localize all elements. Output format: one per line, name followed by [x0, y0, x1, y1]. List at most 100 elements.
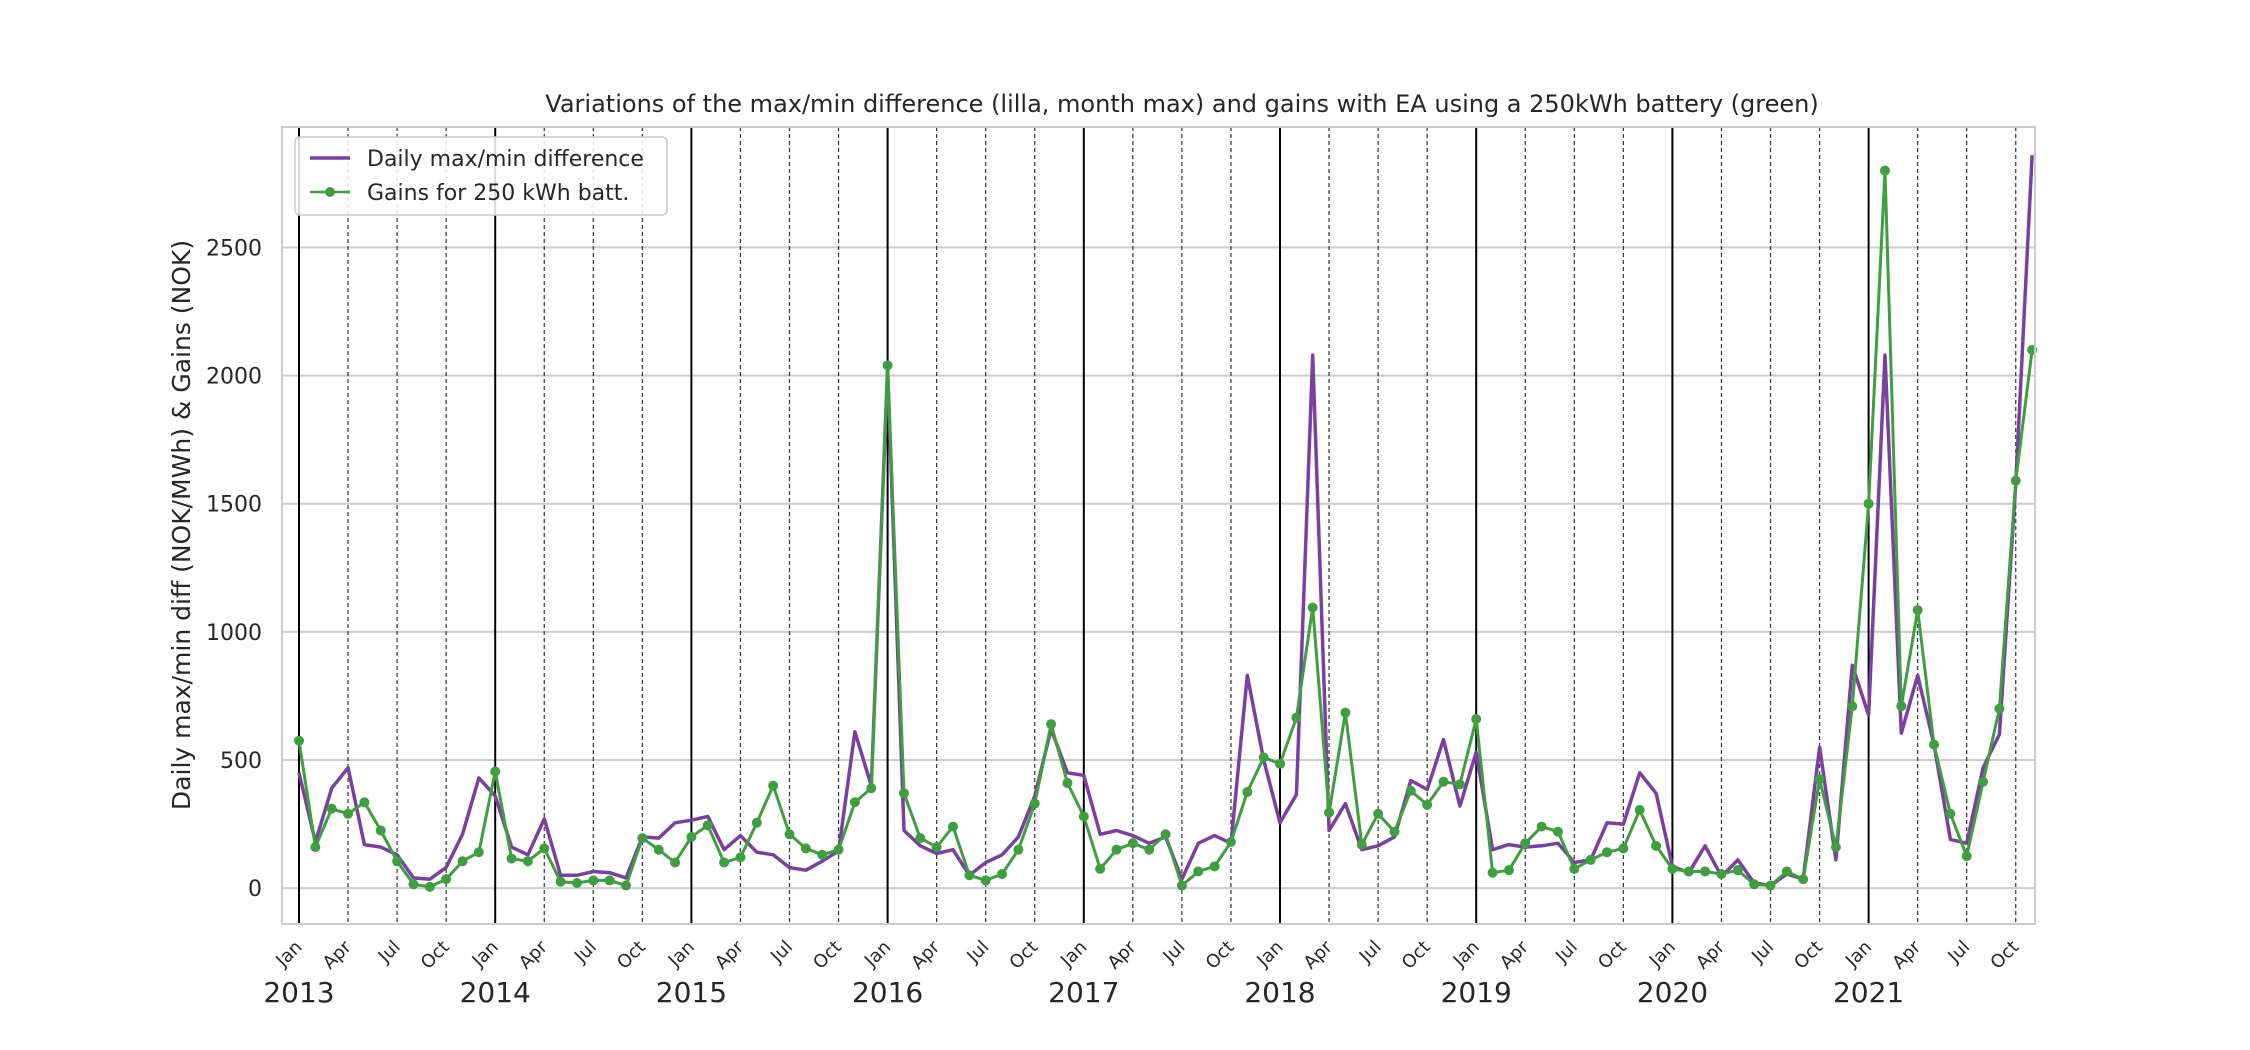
gains-point	[735, 852, 746, 863]
gains-point	[343, 808, 354, 819]
gains-point	[1552, 826, 1563, 837]
gains-point	[833, 844, 844, 855]
gains-point	[1912, 605, 1923, 616]
gains-point	[1454, 779, 1465, 790]
legend-marker-gains	[325, 187, 335, 197]
gains-point	[1798, 874, 1809, 885]
x-tick-month-label: Oct	[1790, 937, 1827, 974]
plot-frame	[281, 126, 2036, 925]
x-tick-month-label: Apr	[711, 936, 748, 973]
gains-point	[1062, 778, 1073, 789]
gains-point	[1356, 839, 1367, 850]
x-tick-month-label: Jan	[1252, 937, 1287, 972]
gains-point	[1307, 602, 1318, 613]
gains-point	[1651, 840, 1662, 851]
gains-point	[1046, 719, 1057, 730]
gains-point	[980, 875, 991, 886]
gains-point	[555, 876, 566, 887]
gains-point	[539, 843, 550, 854]
gains-point	[817, 849, 828, 860]
x-tick-month-label: Jul	[1159, 937, 1190, 968]
gains-point	[1487, 867, 1498, 878]
x-tick-month-label: Jan	[468, 937, 503, 972]
legend-label-gains: Gains for 250 kWh batt.	[367, 181, 629, 206]
gains-point	[784, 829, 795, 840]
x-tick-month-label: Jan	[1449, 937, 1484, 972]
gains-point	[1847, 701, 1858, 712]
gains-point	[931, 842, 942, 853]
gains-point	[424, 881, 435, 892]
gains-point	[1732, 865, 1743, 876]
gains-point	[621, 880, 631, 891]
gains-point	[1275, 758, 1285, 769]
gains-point	[1029, 798, 1040, 809]
y-tick-label: 1500	[206, 493, 262, 518]
y-tick-label: 2500	[206, 236, 262, 261]
x-tick-year-label: 2021	[1833, 976, 1904, 1009]
gains-point	[1634, 804, 1645, 815]
x-tick-month-label: Oct	[1202, 937, 1239, 974]
x-tick-month-label: Apr	[319, 936, 356, 973]
x-tick-month-label: Jul	[1943, 937, 1974, 968]
gains-point	[1536, 821, 1547, 832]
gains-point	[522, 856, 533, 867]
x-tick-month-label: Apr	[1692, 936, 1729, 973]
grid-lines	[282, 246, 2035, 890]
gains-point	[1716, 869, 1727, 880]
x-tick-month-label: Apr	[1104, 936, 1141, 973]
x-tick-month-label: Jul	[962, 937, 993, 968]
gains-point	[2010, 475, 2021, 486]
gains-point	[1585, 854, 1596, 865]
x-tick-month-label: Apr	[1300, 936, 1337, 973]
x-tick-year-label: 2020	[1637, 976, 1708, 1009]
gains-point	[1242, 787, 1253, 798]
chart-title: Variations of the max/min difference (li…	[545, 90, 1818, 118]
gains-point	[473, 847, 484, 858]
x-tick-year-label: 2013	[263, 976, 334, 1009]
x-tick-month-label: Apr	[515, 936, 552, 973]
x-tick-month-label: Jul	[570, 937, 601, 968]
gains-point	[898, 788, 909, 799]
x-tick-month-label: Jan	[664, 937, 699, 972]
x-tick-year-label: 2017	[1048, 976, 1119, 1009]
gains-point	[1830, 842, 1841, 853]
series-lines	[294, 155, 2038, 892]
x-tick-month-label: Jul	[374, 937, 405, 968]
gains-point	[1994, 703, 2005, 714]
gains-point	[1961, 851, 1972, 862]
x-tick-month-label: Oct	[1986, 937, 2023, 974]
series-line-gains	[297, 169, 2034, 889]
gains-point	[1258, 752, 1269, 763]
x-tick-month-label: Jan	[860, 937, 895, 972]
gains-point	[1209, 861, 1220, 872]
gains-point	[1945, 808, 1956, 819]
gains-point	[1749, 879, 1760, 890]
gains-point	[1438, 776, 1449, 787]
y-axis-label: Daily max/min diff (NOK/MWh) & Gains (NO…	[167, 240, 196, 810]
x-tick-year-label: 2014	[460, 976, 531, 1009]
gains-point	[457, 856, 468, 867]
gains-point	[506, 853, 517, 864]
gains-point	[866, 783, 877, 794]
gains-point	[1879, 165, 1890, 176]
gains-point	[571, 877, 582, 888]
gains-point	[1160, 829, 1171, 840]
x-tick-month-label: Jul	[1355, 937, 1386, 968]
x-tick-year-label: 2016	[852, 976, 923, 1009]
x-tick-month-label: Oct	[1594, 937, 1631, 974]
gains-point	[1095, 863, 1106, 874]
x-tick-month-label: Jul	[1747, 937, 1778, 968]
gains-point	[1765, 880, 1776, 891]
gains-point	[1389, 826, 1400, 837]
x-tick-month-label: Oct	[613, 937, 650, 974]
gains-point	[1683, 866, 1694, 877]
gains-point	[1340, 707, 1351, 718]
x-tick-year-label: 2015	[656, 976, 727, 1009]
gains-point	[948, 821, 958, 832]
gains-point	[588, 875, 599, 886]
gains-point	[1700, 866, 1711, 877]
x-tick-month-label: Oct	[809, 937, 846, 974]
x-tick-year-label: 2019	[1441, 976, 1512, 1009]
gains-point	[408, 879, 419, 890]
